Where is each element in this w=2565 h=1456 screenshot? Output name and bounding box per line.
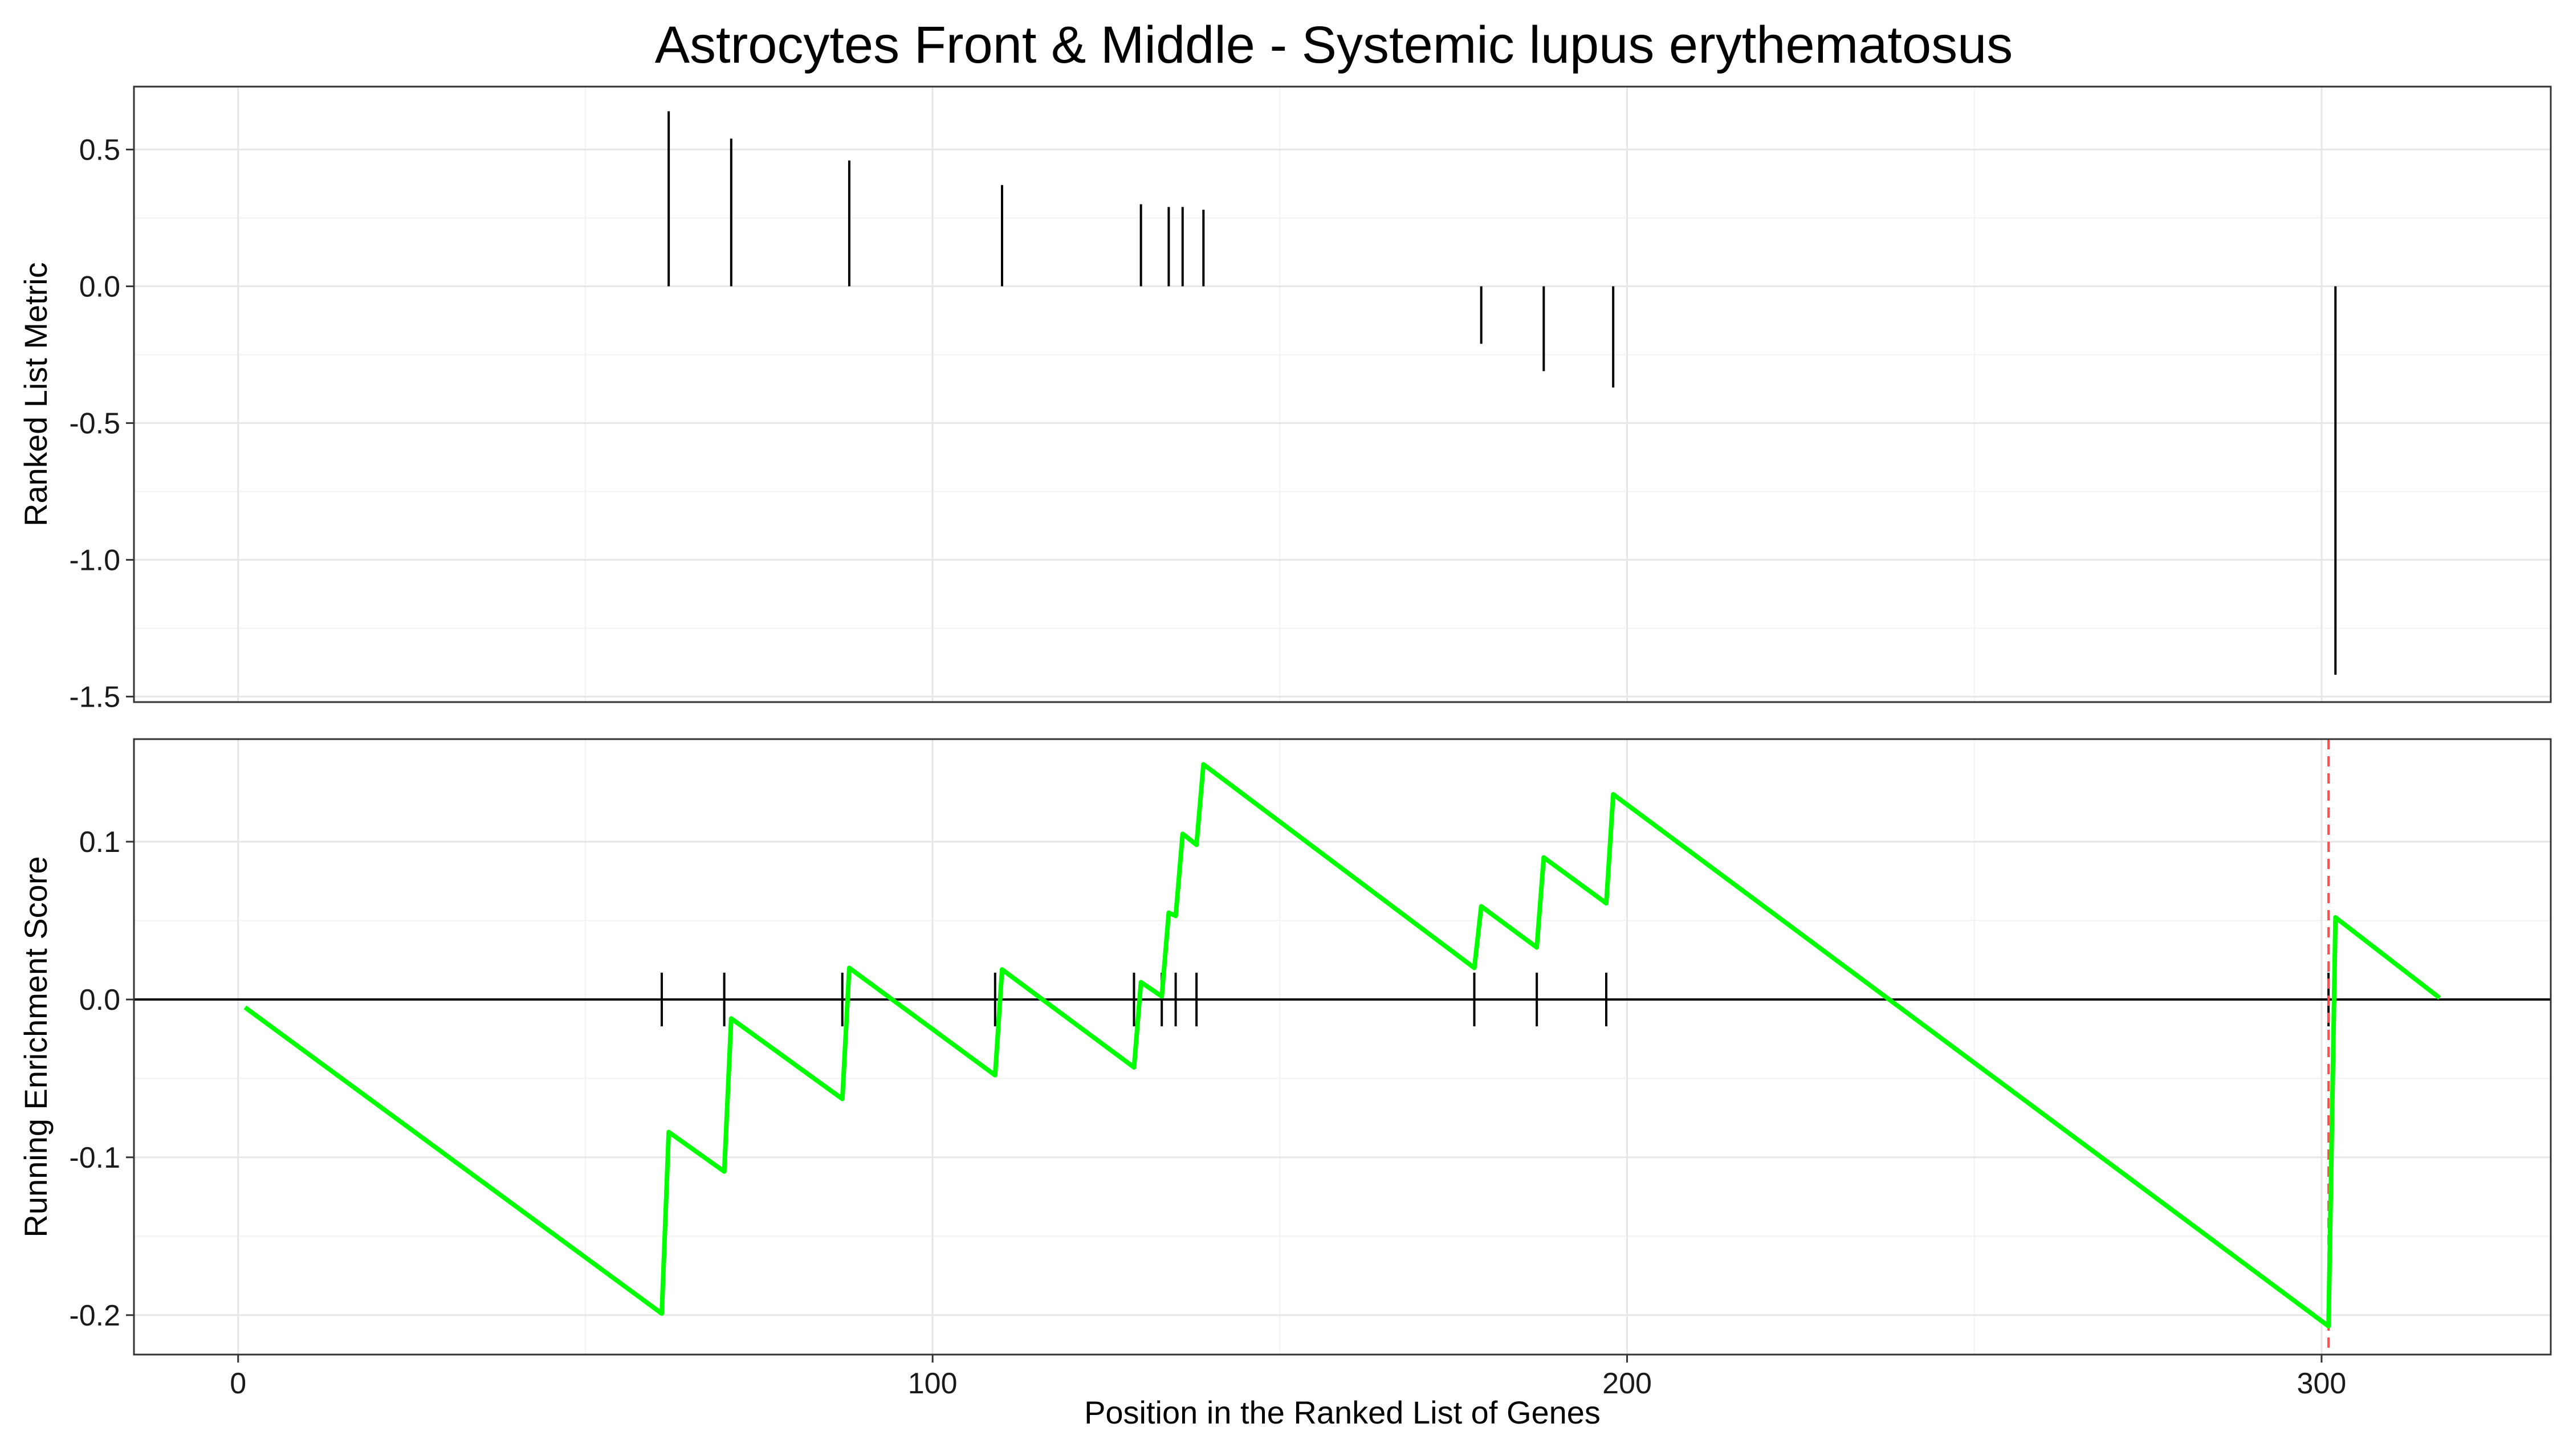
ranked-metric-bars <box>667 111 2337 675</box>
x-axis: 0 100 200 300 <box>230 1355 2346 1400</box>
running-es-y-tick-label: -0.2 <box>69 1299 120 1332</box>
running-es-ylabel: Running Enrichment Score <box>18 856 54 1237</box>
running-es-line-group <box>243 739 2441 1355</box>
ranked-metric-ylabel: Ranked List Metric <box>18 262 54 527</box>
x-tick-label: 0 <box>230 1367 246 1400</box>
running-es-y-tick-label: 0.0 <box>79 984 120 1017</box>
running-es-y-axis: 0.1 0.0 -0.1 -0.2 <box>69 826 134 1332</box>
ranked-metric-y-tick-label: -1.0 <box>69 544 120 577</box>
running-es-panel-border <box>133 738 2552 1356</box>
ranked-metric-gridlines <box>134 87 2551 702</box>
ranked-metric-y-axis: 0.5 0.0 -0.5 -1.0 -1.5 <box>69 133 134 713</box>
x-tick-label: 100 <box>908 1367 958 1400</box>
ranked-metric-y-tick-label: 0.5 <box>79 133 120 166</box>
running-es-y-tick-label: 0.1 <box>79 826 120 859</box>
ranked-metric-y-tick-label: -1.5 <box>69 680 120 713</box>
running-es-line <box>243 762 2441 1329</box>
ranked-metric-y-tick-label: -0.5 <box>69 407 120 440</box>
x-axis-title: Position in the Ranked List of Genes <box>1084 1394 1601 1430</box>
running-es-y-tick-label: -0.1 <box>69 1141 120 1174</box>
ranked-metric-y-tick-label: 0.0 <box>79 270 120 303</box>
running-es-panel-background <box>134 739 2551 1355</box>
ranked-metric-panel-background <box>134 87 2551 702</box>
x-tick-label: 300 <box>2297 1367 2347 1400</box>
x-tick-label: 200 <box>1602 1367 1652 1400</box>
ranked-metric-panel-border <box>133 85 2552 703</box>
chart-title: Astrocytes Front & Middle - Systemic lup… <box>655 16 2013 74</box>
